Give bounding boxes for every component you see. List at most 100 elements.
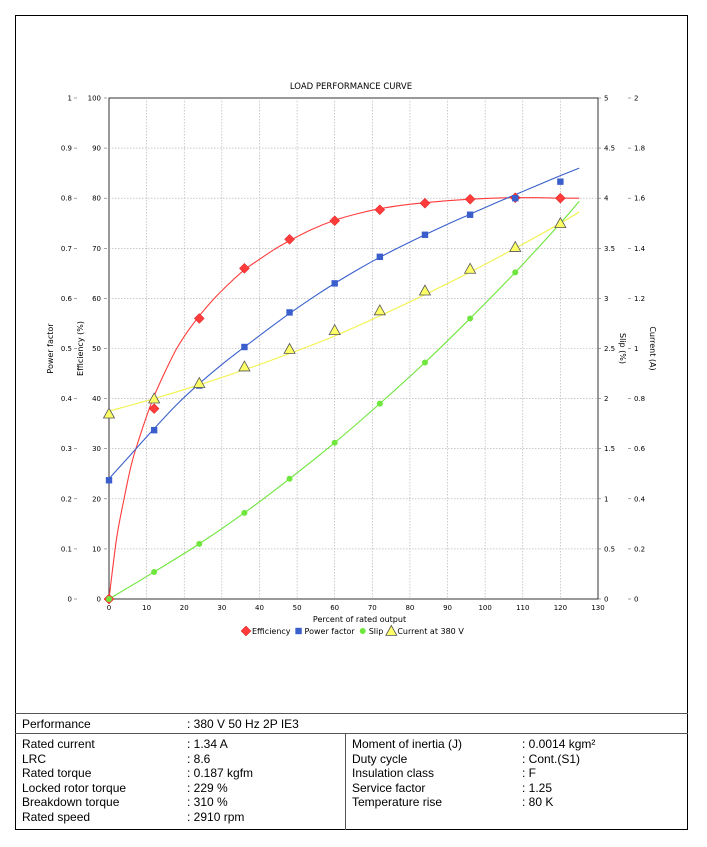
- slip-point: [106, 596, 112, 602]
- left-spec-value: : 310 %: [187, 795, 228, 809]
- slip-tick-label: 2: [604, 395, 608, 403]
- x-tick-label: 120: [554, 604, 567, 612]
- efficiency-point: [329, 215, 341, 227]
- slip-tick-label: 0.5: [604, 545, 615, 553]
- legend-power-factor-marker: [295, 627, 302, 635]
- power-factor-axis-title: Power factor: [46, 323, 55, 374]
- efficiency-tick-label: 100: [88, 95, 101, 103]
- right-spec-row: Moment of inertia (J): 0.0014 kgm²: [15, 735, 688, 753]
- efficiency-point: [193, 313, 205, 324]
- report-frame: [15, 15, 688, 830]
- slip-point: [467, 315, 474, 322]
- x-axis-title: Percent of rated output: [313, 615, 406, 624]
- left-spec-row: LRC: 8.6: [15, 750, 688, 768]
- left-spec-value: : 2910 rpm: [187, 809, 245, 824]
- efficiency-tick-label: 80: [92, 195, 101, 203]
- power-factor-point: [241, 343, 248, 351]
- power-factor-point: [557, 178, 564, 185]
- left-spec-row: Breakdown torque: 310 %: [15, 793, 688, 811]
- x-tick-label: 0: [107, 604, 111, 612]
- slip-point: [286, 475, 293, 482]
- slip-point: [151, 568, 158, 575]
- power-factor-tick-label: 0.6: [61, 295, 73, 303]
- slip-tick-label: 1: [604, 495, 608, 503]
- power-factor-tick-label: 0.1: [61, 545, 72, 553]
- chart-title: LOAD PERFORMANCE CURVE: [290, 82, 412, 92]
- power-factor-point: [105, 477, 113, 484]
- current-at-380-v-point: [193, 376, 206, 388]
- right-spec-value: : 0.0014 kgm²: [522, 737, 596, 751]
- right-spec-row: Temperature rise: 80 K: [15, 793, 688, 811]
- x-tick-label: 30: [217, 604, 226, 612]
- power-factor-tick-label: 0.3: [61, 445, 72, 453]
- current-at-380-v-point: [238, 360, 251, 372]
- efficiency-tick-label: 0: [97, 596, 101, 604]
- slip-axis-title: Slip (%): [618, 333, 627, 364]
- right-spec-value: : 1.25: [522, 780, 553, 795]
- efficiency-point: [239, 262, 250, 274]
- power-factor-tick-label: 0.7: [61, 245, 72, 253]
- spec-table: Performance : 380 V 50 Hz 2P IE3 Rated c…: [15, 713, 688, 830]
- power-factor-point: [376, 253, 384, 261]
- left-spec-value: : 8.6: [187, 751, 211, 766]
- right-spec-row: Service factor : 1.25: [15, 779, 688, 797]
- current-tick-label: 1: [634, 345, 638, 353]
- right-spec-label: Insulation class: [352, 766, 435, 780]
- right-spec-row: Duty cycle: Cont.(S1): [15, 750, 688, 768]
- current-tick-label: 1.2: [634, 295, 645, 303]
- left-spec-label: Rated current: [22, 737, 95, 751]
- slip-tick-label: 4.5: [604, 145, 615, 153]
- spec-column-divider: [345, 733, 346, 830]
- efficiency-tick-label: 20: [92, 495, 101, 503]
- efficiency-point: [555, 192, 566, 204]
- left-spec-row: Rated speed : 2910 rpm: [15, 808, 688, 826]
- spec-top-border: [15, 713, 688, 714]
- power-factor-point: [150, 426, 158, 434]
- current-at-380-v-point: [328, 323, 341, 336]
- x-tick-label: 10: [142, 604, 151, 612]
- current-tick-label: 0.4: [634, 495, 646, 503]
- current-at-380-v-point: [373, 304, 387, 316]
- current-at-380-v-point: [509, 240, 522, 252]
- power-factor-tick-label: 0.2: [61, 495, 72, 503]
- current-at-380-v-point: [463, 262, 477, 274]
- legend-current-at-380-v-marker: [385, 624, 398, 636]
- left-spec-value: : 1.34 A: [187, 737, 228, 751]
- slip-tick-label: 0: [604, 596, 608, 604]
- efficiency-point: [419, 197, 431, 209]
- slip-tick-label: 3.5: [604, 245, 615, 253]
- performance-label: Performance: [22, 717, 91, 731]
- power-factor-tick-label: 0.9: [61, 145, 72, 153]
- power-factor-point: [466, 211, 474, 218]
- right-spec-label: Duty cycle: [352, 751, 408, 766]
- left-spec-label: Locked rotor torque: [22, 780, 127, 795]
- left-spec-row: Rated current : 1.34 A: [15, 735, 688, 753]
- load-performance-chart: LOAD PERFORMANCE CURVE 0 10 20 30 40 50 60 70 80…: [46, 82, 657, 637]
- efficiency-point: [148, 403, 160, 414]
- left-spec-label: Rated speed: [22, 809, 91, 824]
- efficiency-point: [284, 233, 295, 245]
- legend-current-at-380-v-label: Current at 380 V: [397, 627, 464, 636]
- efficiency-point: [374, 204, 386, 216]
- slip-tick-label: 4: [604, 195, 609, 203]
- x-tick-label: 60: [330, 604, 339, 612]
- current-at-380-v-point: [283, 342, 296, 354]
- slip-point: [331, 439, 338, 446]
- slip-point: [376, 400, 383, 407]
- current-tick-label: 1.6: [634, 195, 646, 203]
- slip-tick-label: 2.5: [604, 345, 615, 353]
- slip-point: [241, 509, 248, 516]
- power-factor-point: [286, 309, 293, 316]
- current-tick-label: 0.6: [634, 445, 646, 453]
- spec-divider: [15, 733, 688, 734]
- right-spec-label: Service factor: [352, 780, 426, 795]
- left-spec-value: : 0.187 kgfm: [187, 766, 254, 780]
- efficiency-tick-label: 10: [92, 545, 101, 553]
- efficiency-axis-title: Efficiency (%): [76, 321, 85, 376]
- legend-efficiency-marker: [240, 625, 252, 637]
- current-tick-label: 1.4: [634, 245, 646, 253]
- x-tick-label: 90: [443, 604, 452, 612]
- power-factor-tick-label: 1: [68, 95, 72, 103]
- efficiency-tick-label: 90: [92, 145, 101, 153]
- power-factor-tick-label: 0.5: [61, 345, 72, 353]
